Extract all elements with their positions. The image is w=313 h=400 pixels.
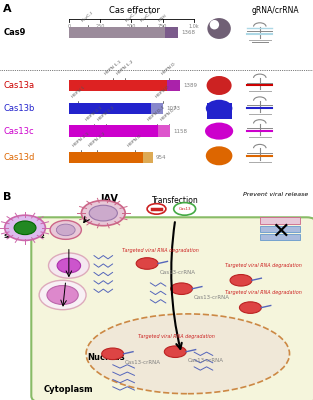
- Text: ✕: ✕: [271, 222, 290, 242]
- Bar: [260, 217, 300, 224]
- Ellipse shape: [164, 346, 186, 358]
- Ellipse shape: [39, 280, 86, 310]
- Text: Cas13a: Cas13a: [3, 81, 34, 90]
- Text: HEPN 2-2: HEPN 2-2: [88, 132, 106, 148]
- Text: Cas13-crRNA: Cas13-crRNA: [188, 358, 224, 363]
- Text: Prevent viral release: Prevent viral release: [243, 192, 308, 197]
- Text: Cas13-crRNA: Cas13-crRNA: [125, 360, 161, 365]
- Text: Targeted viral RNA degradation: Targeted viral RNA degradation: [122, 248, 199, 253]
- Bar: [69, 126, 158, 137]
- Text: B: B: [3, 192, 12, 202]
- Ellipse shape: [50, 220, 81, 239]
- Bar: [165, 26, 178, 38]
- Text: Cas effector: Cas effector: [109, 6, 160, 15]
- Text: HEPN 1-1: HEPN 1-1: [104, 60, 122, 76]
- Text: SARS-CoV-2: SARS-CoV-2: [3, 234, 45, 239]
- Ellipse shape: [14, 221, 36, 235]
- Text: Targeted viral RNA degradation: Targeted viral RNA degradation: [138, 334, 215, 339]
- Text: Cas9: Cas9: [3, 28, 25, 37]
- Text: Cas13b: Cas13b: [3, 104, 34, 113]
- Ellipse shape: [210, 20, 219, 30]
- Text: 0: 0: [67, 24, 70, 29]
- Text: HEPN D-1: HEPN D-1: [147, 105, 166, 122]
- Text: HNH: HNH: [158, 14, 168, 23]
- Bar: [69, 80, 167, 91]
- Ellipse shape: [206, 146, 232, 165]
- Text: 250: 250: [95, 24, 105, 29]
- Text: 954: 954: [156, 155, 167, 160]
- Text: HEPN D: HEPN D: [162, 62, 177, 76]
- Text: Transfection: Transfection: [152, 196, 199, 205]
- Ellipse shape: [206, 100, 232, 117]
- Ellipse shape: [171, 283, 192, 294]
- Text: A: A: [3, 4, 12, 14]
- Ellipse shape: [239, 302, 261, 313]
- Text: HEPN 2-2: HEPN 2-2: [97, 106, 115, 122]
- Text: 1368: 1368: [181, 30, 195, 35]
- Text: Targeted viral RNA degradation: Targeted viral RNA degradation: [225, 263, 302, 268]
- Text: HEPN 2-1: HEPN 2-1: [85, 106, 103, 122]
- Text: 1158: 1158: [173, 128, 187, 134]
- Ellipse shape: [207, 76, 232, 95]
- Bar: [151, 103, 163, 114]
- Ellipse shape: [56, 224, 75, 236]
- Text: RuvC-III: RuvC-III: [140, 9, 155, 23]
- Ellipse shape: [5, 215, 45, 240]
- Ellipse shape: [205, 122, 233, 140]
- Ellipse shape: [81, 200, 125, 226]
- Bar: [69, 152, 143, 163]
- Text: RuvC-I: RuvC-I: [81, 11, 94, 23]
- Ellipse shape: [207, 18, 231, 39]
- Text: RuvC-II: RuvC-II: [124, 10, 139, 23]
- Bar: [69, 26, 165, 38]
- Ellipse shape: [86, 314, 290, 394]
- Bar: [260, 226, 300, 232]
- Ellipse shape: [57, 258, 80, 273]
- Bar: [69, 103, 151, 114]
- Bar: [167, 80, 180, 91]
- Text: IAV: IAV: [100, 194, 119, 204]
- Text: 750: 750: [158, 24, 167, 29]
- Ellipse shape: [49, 253, 89, 278]
- Text: Cas13: Cas13: [178, 207, 191, 211]
- Ellipse shape: [89, 205, 117, 221]
- Ellipse shape: [230, 274, 252, 286]
- Text: Cas13-crRNA: Cas13-crRNA: [160, 270, 196, 275]
- Text: Cas13c: Cas13c: [3, 126, 34, 136]
- Text: Targeted viral RNA degradation: Targeted viral RNA degradation: [225, 290, 302, 295]
- Text: HEPN 1-2: HEPN 1-2: [116, 60, 134, 76]
- Bar: [143, 152, 153, 163]
- Text: Cas13-crRNA: Cas13-crRNA: [194, 295, 230, 300]
- Text: HEPN D: HEPN D: [127, 134, 142, 148]
- Text: 1073: 1073: [166, 106, 180, 111]
- Text: 500: 500: [127, 24, 136, 29]
- Ellipse shape: [47, 286, 78, 304]
- FancyBboxPatch shape: [31, 217, 313, 400]
- Bar: [158, 126, 170, 137]
- Text: HEPN 2-1: HEPN 2-1: [72, 132, 90, 148]
- Text: Nucleus: Nucleus: [88, 354, 125, 362]
- Text: HEPN D-2: HEPN D-2: [160, 105, 178, 122]
- Ellipse shape: [102, 348, 124, 360]
- Text: HEPN 1: HEPN 1: [71, 86, 86, 99]
- Text: HEPN D: HEPN D: [155, 85, 170, 99]
- Bar: [207, 103, 232, 119]
- Ellipse shape: [136, 258, 158, 269]
- Text: gRNA/crRNA: gRNA/crRNA: [252, 6, 299, 15]
- Text: Cytoplasm: Cytoplasm: [44, 385, 94, 394]
- Text: Cas13d: Cas13d: [3, 153, 34, 162]
- Bar: [260, 234, 300, 240]
- Text: 1389: 1389: [183, 83, 198, 88]
- Text: 1.0k: 1.0k: [189, 24, 199, 29]
